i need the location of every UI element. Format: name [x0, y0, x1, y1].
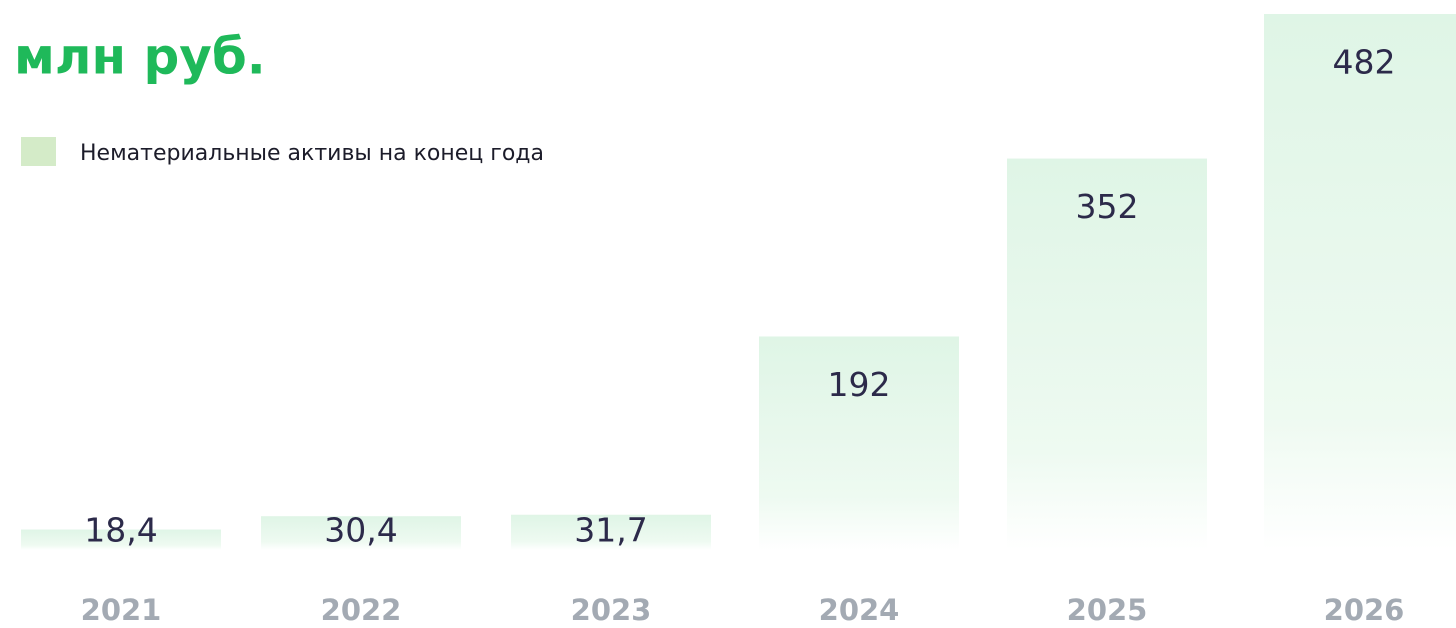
- bar: [261, 516, 461, 550]
- bar: [759, 336, 959, 550]
- chart-title: млн руб.: [14, 28, 266, 86]
- legend-swatch: [21, 137, 56, 166]
- x-tick-label: 2026: [1324, 593, 1405, 627]
- bar: [1007, 158, 1207, 550]
- value-label: 482: [1333, 43, 1396, 82]
- x-tick-label: 2021: [81, 593, 162, 627]
- x-tick-label: 2025: [1067, 593, 1148, 627]
- value-label: 30,4: [324, 511, 397, 550]
- value-label: 18,4: [84, 511, 157, 550]
- value-label: 31,7: [574, 511, 647, 550]
- legend-label: Нематериальные активы на конец года: [80, 141, 544, 166]
- bar: [21, 529, 221, 550]
- value-label: 352: [1076, 187, 1139, 226]
- bar: [1264, 14, 1456, 550]
- x-tick-label: 2023: [571, 593, 652, 627]
- value-label: 192: [828, 365, 891, 404]
- bar: [511, 514, 711, 550]
- x-tick-label: 2022: [321, 593, 402, 627]
- x-tick-label: 2024: [819, 593, 900, 627]
